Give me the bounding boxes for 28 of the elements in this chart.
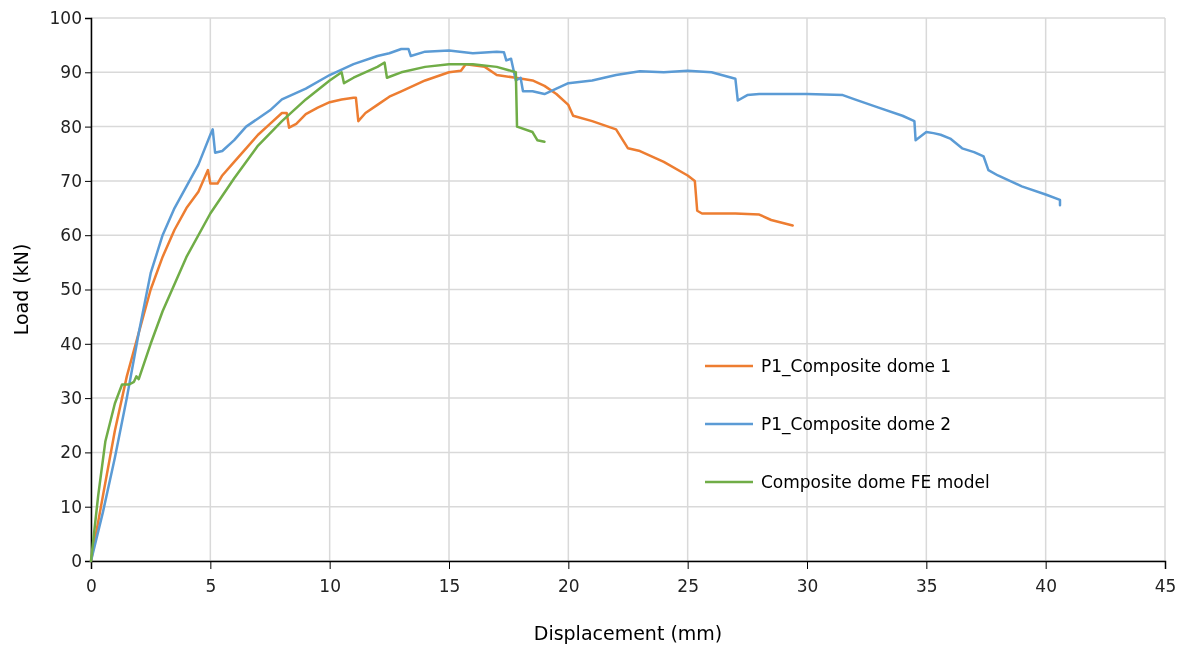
line-series [89, 47, 1062, 563]
y-tick-label: 0 [71, 550, 82, 571]
x-tick-label: 25 [677, 576, 699, 597]
x-tick-label: 30 [796, 576, 819, 597]
legend-label: P1_Composite dome 1 [761, 355, 952, 377]
x-tick-label: 45 [1154, 576, 1177, 597]
legend-label: Composite dome FE model [761, 471, 990, 492]
x-tick-label: 5 [205, 576, 217, 597]
x-tick-label: 20 [558, 576, 580, 597]
y-tick-label: 90 [60, 62, 82, 83]
y-tick-label: 60 [60, 225, 82, 246]
line-series [89, 61, 546, 563]
y-tick-label: 30 [60, 388, 82, 409]
x-axis-title: Displacement (mm) [533, 622, 723, 644]
legend-label: P1_Composite dome 2 [761, 413, 952, 435]
x-tick-label: 35 [916, 576, 938, 597]
y-tick-label: 40 [60, 333, 82, 354]
y-tick-label: 10 [60, 496, 82, 517]
x-tick-label: 0 [86, 576, 97, 597]
x-tick-label: 10 [319, 576, 341, 597]
y-axis-title: Load (kN) [10, 243, 32, 336]
y-tick-label: 70 [60, 170, 82, 191]
x-tick-label: 40 [1035, 576, 1057, 597]
x-tick-label: 15 [438, 576, 461, 597]
y-tick-label: 80 [60, 116, 82, 137]
y-tick-label: 20 [60, 442, 82, 463]
y-tick-label: 100 [49, 7, 82, 28]
y-tick-label: 50 [60, 279, 82, 300]
